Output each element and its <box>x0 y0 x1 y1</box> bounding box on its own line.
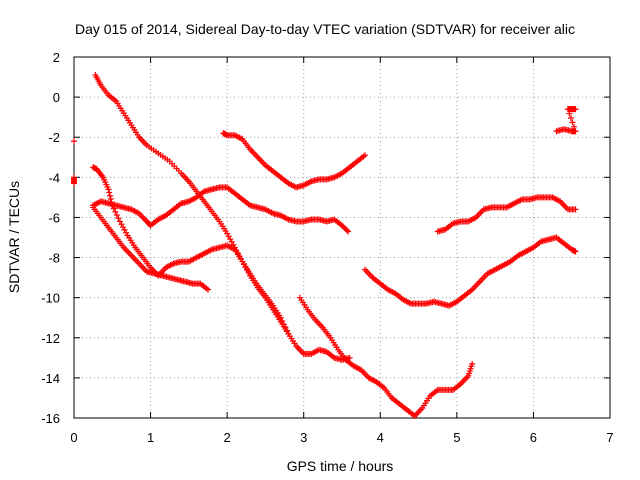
y-tick-label: 0 <box>53 90 60 105</box>
y-tick-label: -14 <box>41 371 60 386</box>
data-point <box>572 248 579 255</box>
y-tick-label: -8 <box>48 251 60 266</box>
x-axis-label: GPS time / hours <box>287 458 394 474</box>
data-point <box>572 206 579 213</box>
x-tick-label: 1 <box>147 430 154 445</box>
tick-labels: 0 1 2 3 4 5 6 7 2 0 -2 -4 -6 -8 -10 -12 -14 -16 <box>41 50 613 445</box>
y-tick-label: -10 <box>41 291 60 306</box>
data-point <box>571 123 578 130</box>
x-tick-label: 0 <box>70 430 77 445</box>
y-tick-label: -12 <box>41 331 60 346</box>
y-tick-label: -16 <box>41 411 60 426</box>
data-point <box>569 119 576 126</box>
data-point <box>572 106 579 113</box>
data-point <box>346 354 353 361</box>
data-point <box>345 228 352 235</box>
data-point <box>285 330 292 337</box>
data-point <box>115 215 122 222</box>
data-point <box>71 138 77 145</box>
plot-frame <box>73 56 611 419</box>
x-tick-label: 3 <box>300 430 307 445</box>
data-point <box>109 202 116 209</box>
data-point <box>105 186 112 193</box>
data-point <box>205 286 211 293</box>
x-tick-label: 5 <box>453 430 460 445</box>
data-point <box>572 128 579 135</box>
data-points <box>71 72 579 419</box>
y-tick-label: 2 <box>53 50 60 65</box>
data-point <box>113 212 120 219</box>
data-point <box>469 360 476 367</box>
axis-ticks <box>73 56 611 419</box>
chart-title: Day 015 of 2014, Sidereal Day-to-day VTE… <box>75 21 575 37</box>
data-point <box>106 192 113 199</box>
data-point <box>107 195 114 202</box>
x-tick-label: 7 <box>606 430 613 445</box>
x-tick-label: 2 <box>224 430 231 445</box>
y-axis-label: SDTVAR / TECUs <box>6 181 22 293</box>
x-tick-label: 4 <box>377 430 384 445</box>
y-tick-label: -6 <box>48 210 60 225</box>
data-point <box>567 114 574 121</box>
data-point <box>110 205 117 212</box>
data-point <box>106 189 113 196</box>
grid-lines <box>74 57 610 418</box>
x-tick-label: 6 <box>530 430 537 445</box>
data-point <box>343 227 350 234</box>
data-point <box>71 180 77 187</box>
y-tick-label: -2 <box>48 130 60 145</box>
data-point <box>112 208 119 215</box>
data-point <box>361 152 368 159</box>
y-tick-label: -4 <box>48 170 60 185</box>
data-point <box>108 199 115 206</box>
